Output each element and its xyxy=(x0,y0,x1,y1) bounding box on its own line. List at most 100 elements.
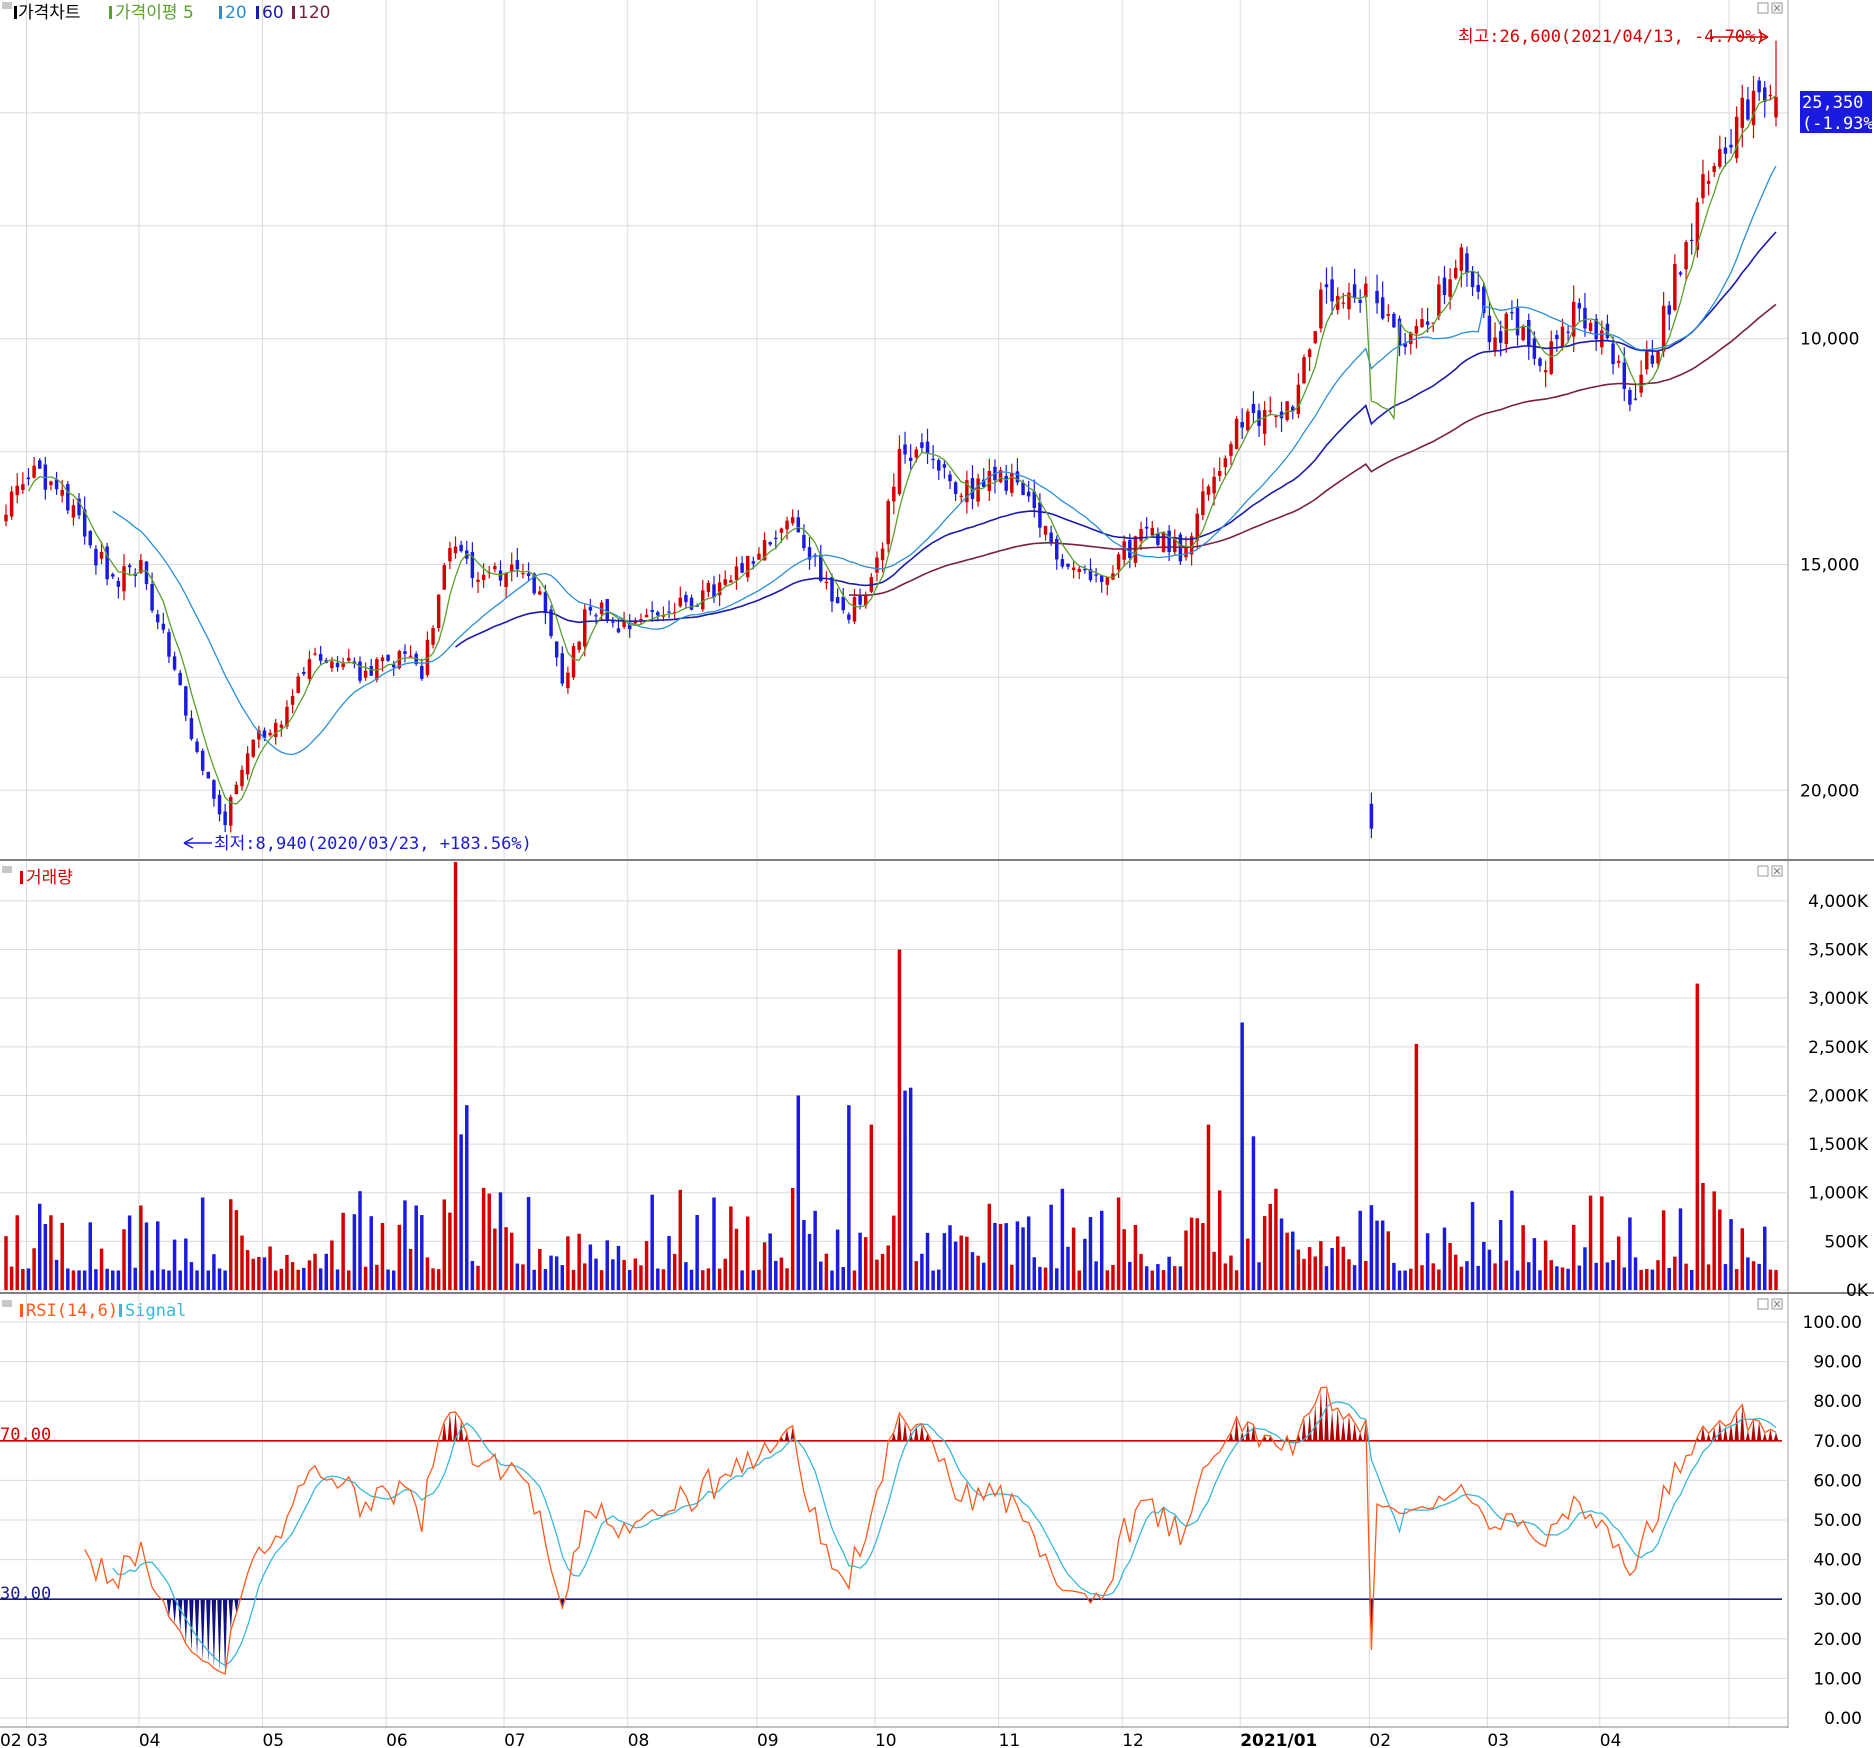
volume-bar xyxy=(251,1258,255,1290)
candle-body xyxy=(1015,471,1020,483)
volume-bar xyxy=(1004,1223,1008,1290)
volume-bar xyxy=(352,1214,357,1290)
candle-body xyxy=(1566,331,1570,333)
candle-body xyxy=(380,657,385,662)
legend-swatch-price xyxy=(14,6,17,19)
candle-body xyxy=(116,581,121,587)
volume-bar xyxy=(206,1270,211,1290)
volume-bar xyxy=(695,1214,699,1290)
candle-body xyxy=(689,597,694,610)
candle-body xyxy=(1077,568,1081,572)
volume-bar xyxy=(1425,1233,1430,1290)
candle-body xyxy=(667,611,671,613)
rsi-tick-label: 30.00 xyxy=(1813,1590,1862,1610)
volume-bar xyxy=(217,1268,222,1290)
panel-menu-icon[interactable] xyxy=(2,2,12,9)
x-axis-label: 2021/01 xyxy=(1240,1731,1317,1748)
volume-bar xyxy=(1094,1261,1098,1290)
candle-body xyxy=(852,597,857,622)
candle-body xyxy=(1274,415,1278,418)
volume-bar xyxy=(869,1124,874,1290)
volume-bar xyxy=(1049,1204,1053,1290)
candle-body xyxy=(302,672,306,674)
volume-bar xyxy=(268,1246,272,1290)
volume-bar xyxy=(1600,1196,1604,1290)
volume-bar xyxy=(1386,1231,1391,1290)
volume-bar xyxy=(1673,1256,1677,1290)
volume-bar xyxy=(1414,1043,1419,1290)
volume-bar xyxy=(279,1268,284,1290)
rsi-line xyxy=(84,1386,1777,1675)
minimize-icon[interactable] xyxy=(1757,1298,1769,1310)
candle-body xyxy=(948,474,952,482)
volume-bar xyxy=(594,1258,598,1290)
volume-bar xyxy=(122,1229,126,1290)
window-controls xyxy=(1757,2,1783,1310)
candle-body xyxy=(774,537,778,540)
price-panel: 20,000 15,000 10,000 가격차트 가격이평 5 20 60 120… xyxy=(0,2,1874,854)
volume-bar xyxy=(1021,1227,1025,1290)
volume-bar xyxy=(341,1212,345,1290)
volume-bar xyxy=(436,1269,441,1290)
candle-body xyxy=(1527,319,1531,346)
volume-bar xyxy=(611,1259,615,1290)
volume-bar xyxy=(1571,1224,1576,1290)
volume-bar xyxy=(1459,1266,1464,1290)
volume-bar xyxy=(1167,1256,1171,1290)
volume-bar xyxy=(751,1270,756,1290)
candle-body xyxy=(1206,486,1211,495)
legend-swatch-ma5 xyxy=(109,6,112,19)
candle-body xyxy=(1448,279,1452,297)
volume-bar xyxy=(1150,1270,1155,1290)
volume-bar xyxy=(1661,1210,1666,1290)
legend-volume: 거래량 xyxy=(26,868,73,888)
volume-bar xyxy=(1465,1261,1469,1290)
volume-bar xyxy=(324,1253,329,1290)
candle-body xyxy=(195,741,199,752)
candle-body xyxy=(1066,563,1070,567)
candle-body xyxy=(611,621,615,623)
volume-bar xyxy=(757,1269,761,1290)
volume-bar xyxy=(661,1269,666,1290)
volume-bar xyxy=(1689,1269,1694,1290)
x-axis-label: 05 xyxy=(262,1731,284,1748)
candle-body xyxy=(1156,533,1160,545)
candle-body xyxy=(723,579,727,585)
volume-bar xyxy=(1498,1220,1503,1290)
minimize-icon[interactable] xyxy=(1757,2,1769,14)
volume-bar xyxy=(532,1269,536,1290)
candle-body xyxy=(1116,554,1121,570)
panel-menu-icon[interactable] xyxy=(2,1300,12,1307)
volume-bar xyxy=(26,1268,31,1290)
candle-body xyxy=(717,582,722,596)
volume-bar xyxy=(403,1200,407,1290)
candle-body xyxy=(82,509,87,537)
candle-body xyxy=(1521,326,1525,340)
candle-body xyxy=(212,780,216,799)
volume-bar xyxy=(959,1235,963,1290)
candle-body xyxy=(1622,362,1627,389)
low-marker-label: 최저:8,940(2020/03/23, +183.56%) xyxy=(214,834,532,854)
candle-body xyxy=(1712,166,1716,173)
volume-bar xyxy=(543,1269,548,1290)
rsi-lower-label: 30.00 xyxy=(0,1584,51,1604)
volume-bar xyxy=(1139,1253,1143,1290)
volume-bar xyxy=(66,1268,70,1290)
rsi-tick-label: 10.00 xyxy=(1813,1669,1862,1689)
volume-bar xyxy=(245,1250,250,1290)
volume-bar xyxy=(1403,1270,1407,1290)
volume-bar xyxy=(369,1216,373,1290)
volume-bar xyxy=(717,1268,722,1290)
volume-bar xyxy=(605,1240,609,1290)
candle-body xyxy=(1150,527,1155,536)
volume-bar xyxy=(1128,1261,1132,1290)
candle-body xyxy=(26,477,31,480)
candle-body xyxy=(32,465,36,478)
minimize-icon[interactable] xyxy=(1757,865,1769,877)
panel-menu-icon[interactable] xyxy=(2,866,12,873)
candle-body xyxy=(1549,341,1553,374)
candle-body xyxy=(257,730,261,740)
candle-body xyxy=(279,724,284,728)
volume-bar xyxy=(1583,1247,1587,1290)
candle-body xyxy=(1257,410,1261,426)
